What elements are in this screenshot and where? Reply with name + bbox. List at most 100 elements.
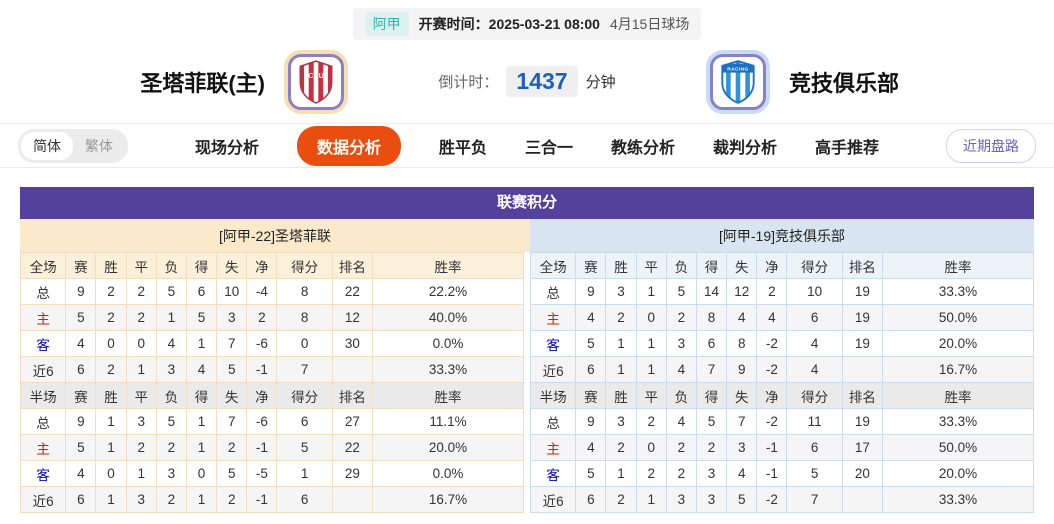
stat-cell: 2 — [605, 486, 637, 513]
stat-row: 客 4 0 0 4 1 7 -6 0 30 0.0% — [19, 330, 524, 357]
lang-chip[interactable]: 简体 — [21, 131, 73, 160]
stat-cell: 2 — [665, 304, 697, 331]
stat-cell: 20 — [841, 460, 884, 487]
column-header: 胜率 — [372, 252, 524, 279]
stat-cell: 2 — [95, 356, 127, 383]
stat-cell: 2 — [216, 434, 248, 461]
stat-cell: 2 — [695, 434, 728, 461]
row-label: 客 — [19, 330, 67, 357]
stat-cell: 9 — [575, 408, 607, 435]
column-header: 全场 — [529, 252, 577, 279]
stat-cell: 4 — [786, 330, 843, 357]
stat-cell: 1 — [605, 356, 637, 383]
league-points-title: 联赛积分 — [20, 187, 1034, 219]
column-header: 赛 — [65, 252, 97, 279]
home-crest-icon: CAU — [299, 59, 333, 104]
column-header: 负 — [665, 382, 697, 409]
stat-cell: 19 — [841, 278, 884, 305]
row-label: 主 — [19, 434, 67, 461]
recent-odds-button[interactable]: 近期盘路 — [946, 128, 1036, 163]
stat-cell: 4 — [65, 460, 97, 487]
stat-cell: 3 — [665, 486, 697, 513]
stat-cell: 2 — [155, 486, 187, 513]
stat-cell: 3 — [605, 278, 637, 305]
stat-cell: 0.0% — [372, 460, 524, 487]
column-header: 胜 — [95, 252, 127, 279]
nav-tab[interactable]: 数据分析 — [296, 125, 401, 166]
away-crest-letters: RACING — [727, 66, 748, 72]
stat-cell: 1 — [125, 460, 157, 487]
row-label: 主 — [19, 304, 67, 331]
stat-cell: 8 — [726, 330, 758, 357]
nav-tab[interactable]: 裁判分析 — [713, 139, 778, 157]
stat-cell: 3 — [695, 486, 728, 513]
column-header: 失 — [216, 252, 248, 279]
lang-chip[interactable]: 繁体 — [85, 137, 113, 154]
column-header: 净 — [756, 382, 788, 409]
stat-cell: 20.0% — [372, 434, 524, 461]
stat-cell: 19 — [841, 304, 884, 331]
stat-cell: 4 — [665, 356, 697, 383]
stat-cell: 16.7% — [882, 356, 1034, 383]
nav-tab[interactable]: 胜平负 — [438, 139, 487, 157]
nav-tabs: 现场分析 数据分析 胜平负 三合一 教练分析 裁判分析 高手推荐 — [128, 125, 946, 166]
stat-cell: 5 — [575, 330, 607, 357]
stat-cell: 33.3% — [882, 486, 1034, 513]
stat-cell: 2 — [95, 278, 127, 305]
column-header: 排名 — [331, 382, 374, 409]
nav-tab[interactable]: 高手推荐 — [815, 139, 880, 157]
stat-cell: 2 — [665, 434, 697, 461]
column-header: 净 — [246, 382, 278, 409]
kickoff-time: 开赛时间：2025-03-21 08:00 — [418, 16, 600, 32]
home-table-subtitle: [阿甲-22]圣塔菲联 — [20, 219, 531, 252]
countdown-unit: 分钟 — [585, 74, 616, 91]
nav-bar: 简体 繁体 现场分析 数据分析 胜平负 三合一 教练分析 裁判分析 高手推荐 近期盘路 — [0, 124, 1054, 168]
stat-cell: 7 — [276, 356, 333, 383]
nav-tab[interactable]: 三合一 — [524, 139, 573, 157]
team-subtitles: [阿甲-22]圣塔菲联 [阿甲-19]竞技俱乐部 — [20, 219, 1034, 252]
row-label: 近6 — [19, 486, 67, 513]
stat-cell: 5 — [185, 304, 218, 331]
league-points-board: 联赛积分 [阿甲-22]圣塔菲联 [阿甲-19]竞技俱乐部 全场赛胜平负得失净得… — [19, 187, 1034, 513]
stat-cell: 5 — [65, 434, 97, 461]
stat-cell: 50.0% — [882, 304, 1034, 331]
stat-cell: 30 — [331, 330, 374, 357]
column-header: 胜 — [95, 382, 127, 409]
stat-cell: 5 — [575, 460, 607, 487]
lang-toggle[interactable]: 简体 繁体 — [18, 128, 128, 163]
stat-cell: -1 — [246, 486, 278, 513]
stats-table: 全场赛胜平负得失净得分 排名 胜率总 9 2 2 5 6 10 -4 8 22 22.2% 主 5 2 2 1 5 3… — [19, 252, 524, 513]
stat-cell: -2 — [756, 330, 788, 357]
stat-cell: 2 — [756, 278, 788, 305]
stat-cell: 3 — [125, 408, 157, 435]
stat-cell: 9 — [726, 356, 758, 383]
stat-cell: 0 — [95, 460, 127, 487]
column-header: 平 — [635, 382, 667, 409]
row-label: 近6 — [529, 356, 577, 383]
stat-cell: 6 — [276, 408, 333, 435]
stat-row: 近6 6 2 1 3 3 5 -2 7 33.3% — [529, 486, 1034, 513]
stat-cell: 6 — [65, 356, 97, 383]
stat-cell: 27 — [331, 408, 374, 435]
stat-row: 总 9 3 1 5 14 12 2 10 19 33.3% — [529, 278, 1034, 305]
nav-tab[interactable]: 教练分析 — [611, 139, 676, 157]
stat-cell: 2 — [635, 408, 667, 435]
stat-cell: -2 — [756, 356, 788, 383]
stat-cell: 1 — [95, 486, 127, 513]
section-header-row: 全场赛胜平负得失净得分 排名 胜率 — [19, 252, 524, 279]
stat-cell: 50.0% — [882, 434, 1034, 461]
column-header: 负 — [155, 382, 187, 409]
stat-cell: -1 — [246, 434, 278, 461]
column-header: 得 — [185, 382, 218, 409]
nav-tab[interactable]: 现场分析 — [194, 139, 259, 157]
column-header: 得 — [185, 252, 218, 279]
stat-cell: -2 — [756, 408, 788, 435]
column-header: 净 — [756, 252, 788, 279]
stat-cell: 4 — [575, 434, 607, 461]
away-table-subtitle: [阿甲-19]竞技俱乐部 — [530, 219, 1034, 252]
stat-cell: 1 — [185, 434, 218, 461]
column-header: 得 — [695, 252, 728, 279]
stat-cell: 20.0% — [882, 460, 1034, 487]
stat-cell: 5 — [65, 304, 97, 331]
stat-cell: -6 — [246, 408, 278, 435]
